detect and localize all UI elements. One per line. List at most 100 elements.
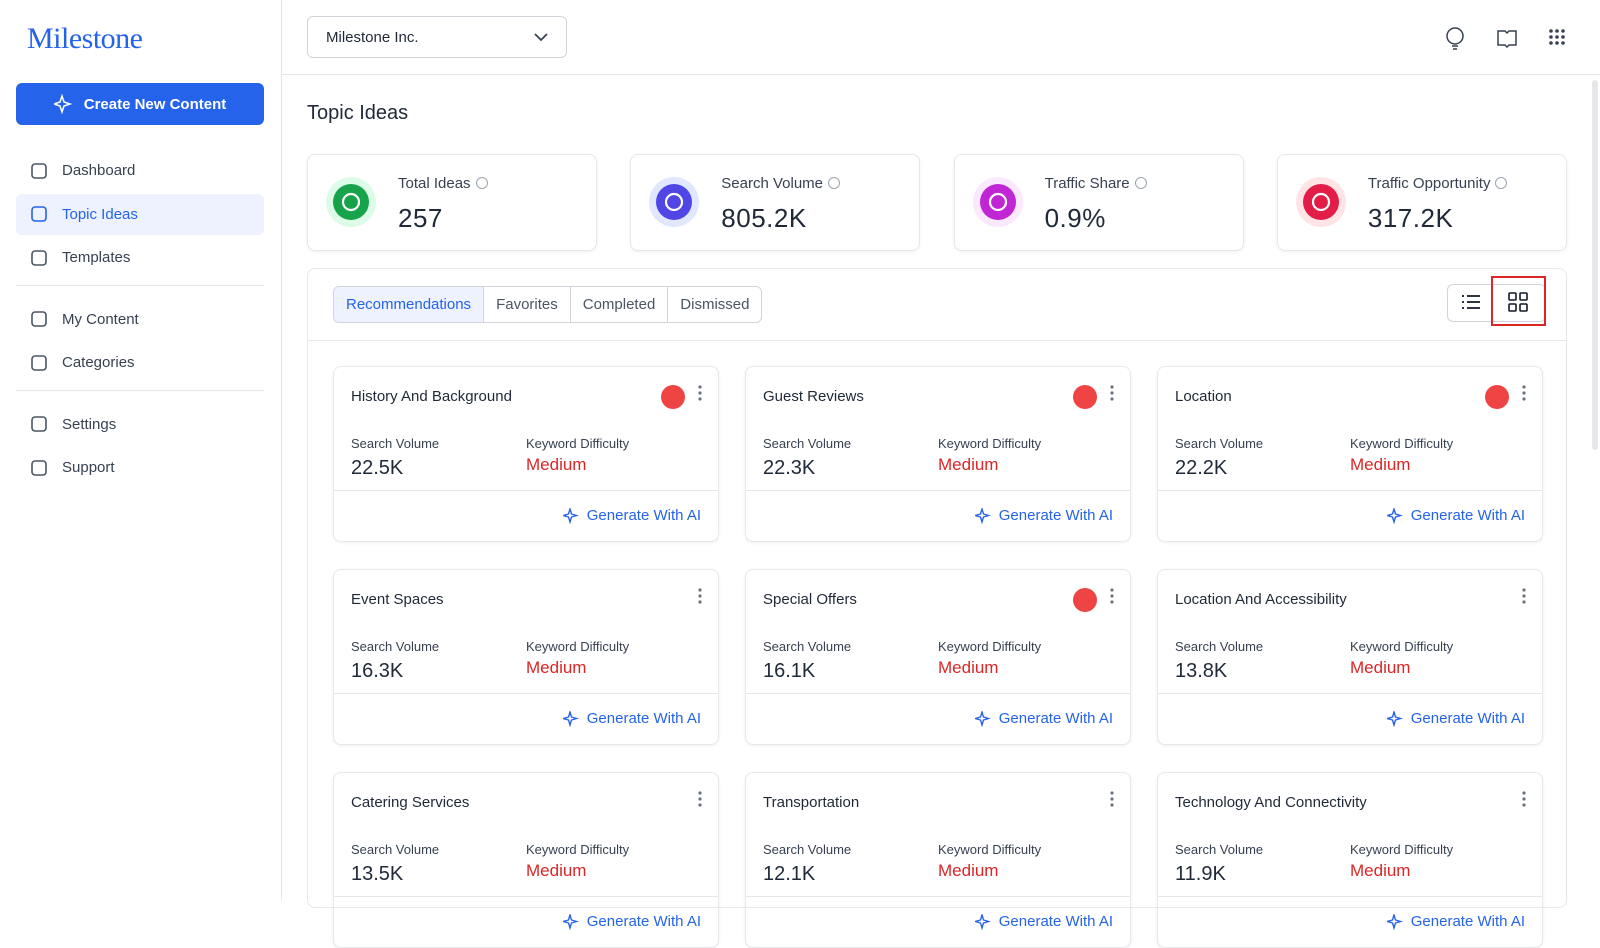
nav-icon xyxy=(31,206,47,222)
card-menu[interactable] xyxy=(1522,791,1526,807)
nav-icon xyxy=(31,354,47,371)
card-menu[interactable] xyxy=(1110,791,1114,807)
topic-card: Guest Reviews Search Volume 22.3K Keyword D… xyxy=(745,366,1131,542)
search-volume-value: 11.9K xyxy=(1175,863,1226,885)
nav-item[interactable]: Categories xyxy=(16,342,264,383)
generate-button[interactable]: Generate With AI xyxy=(562,507,701,524)
apps-icon[interactable] xyxy=(1548,28,1566,46)
nav-icon xyxy=(31,416,47,432)
nav-label: Support xyxy=(62,459,115,476)
card-title: Special Offers xyxy=(763,591,857,608)
card-divider xyxy=(334,693,718,694)
tab[interactable]: Dismissed xyxy=(680,296,750,313)
difficulty-value: Medium xyxy=(938,658,999,677)
stat-icon xyxy=(326,177,376,227)
difficulty-label: Keyword Difficulty xyxy=(1350,842,1454,857)
stat-label: Traffic Opportunity xyxy=(1367,175,1491,192)
card-divider xyxy=(746,490,1130,491)
card-menu[interactable] xyxy=(698,588,702,604)
generate-button[interactable]: Generate With AI xyxy=(974,710,1113,727)
nav-label: Templates xyxy=(62,249,131,266)
search-volume-value: 13.5K xyxy=(351,863,404,885)
tabs: Recommendations Favorites Completed Dismiss… xyxy=(333,286,763,323)
nav-item[interactable]: Topic Ideas xyxy=(16,193,264,235)
nav-label: Dashboard xyxy=(62,162,136,179)
nav-item[interactable]: Support xyxy=(16,447,264,488)
generate-button[interactable]: Generate With AI xyxy=(1386,507,1525,524)
org-select[interactable]: Milestone Inc. xyxy=(307,16,567,58)
grid-view-button[interactable] xyxy=(1491,276,1546,326)
sidebar: Milestone Create New Content Dashboard To… xyxy=(0,0,282,900)
trending-badge xyxy=(1073,385,1097,409)
difficulty-label: Keyword Difficulty xyxy=(1350,436,1454,451)
difficulty-value: Medium xyxy=(526,455,587,474)
docs-icon[interactable] xyxy=(1496,28,1518,48)
generate-label: Generate With AI xyxy=(1410,507,1525,524)
search-volume-label: Search Volume xyxy=(763,436,852,451)
scrollbar[interactable] xyxy=(1592,80,1598,450)
card-title: Location xyxy=(1175,388,1232,405)
search-volume-value: 22.5K xyxy=(351,457,404,479)
create-button[interactable]: Create New Content xyxy=(16,83,264,125)
generate-label: Generate With AI xyxy=(998,913,1113,930)
card-title: Transportation xyxy=(763,794,860,811)
generate-button[interactable]: Generate With AI xyxy=(1386,913,1525,930)
generate-button[interactable]: Generate With AI xyxy=(974,913,1113,930)
difficulty-label: Keyword Difficulty xyxy=(938,436,1042,451)
logo[interactable]: Milestone xyxy=(27,22,143,55)
list-view-button[interactable] xyxy=(1461,293,1481,311)
topic-card: Catering Services Search Volume 13.5K Keywo… xyxy=(333,772,719,948)
help-icon xyxy=(1134,177,1147,189)
search-volume-value: 12.1K xyxy=(763,863,816,885)
card-divider xyxy=(334,490,718,491)
generate-button[interactable]: Generate With AI xyxy=(562,710,701,727)
stat-label-row: Total Ideas xyxy=(398,175,489,192)
topic-card: Event Spaces Search Volume 16.3K Keyword Di… xyxy=(333,569,719,745)
stat-card: Traffic Share 0.9% xyxy=(953,154,1244,251)
card-menu[interactable] xyxy=(1522,385,1526,401)
nav-item[interactable]: Dashboard xyxy=(16,150,264,191)
grid-view-icon xyxy=(1508,292,1528,312)
generate-button[interactable]: Generate With AI xyxy=(562,913,701,930)
card-divider xyxy=(1158,693,1542,694)
nav-item[interactable]: Templates xyxy=(16,237,264,278)
difficulty-label: Keyword Difficulty xyxy=(938,842,1042,857)
tab[interactable]: Recommendations xyxy=(334,287,485,322)
card-title: Technology And Connectivity xyxy=(1175,794,1367,811)
sparkle-icon xyxy=(974,710,991,727)
stat-glyph xyxy=(656,184,693,220)
generate-button[interactable]: Generate With AI xyxy=(974,507,1113,524)
tab[interactable]: Favorites xyxy=(484,287,571,322)
card-menu[interactable] xyxy=(1110,385,1114,401)
stat-label-row: Traffic Share xyxy=(1045,175,1148,192)
nav-divider xyxy=(16,284,264,286)
card-menu[interactable] xyxy=(1522,588,1526,604)
generate-button[interactable]: Generate With AI xyxy=(1386,710,1525,727)
search-volume-value: 16.1K xyxy=(763,660,816,682)
difficulty-label: Keyword Difficulty xyxy=(1350,639,1454,654)
difficulty-label: Keyword Difficulty xyxy=(526,436,630,451)
card-menu[interactable] xyxy=(698,385,702,401)
header-border xyxy=(282,74,1600,75)
card-menu[interactable] xyxy=(1110,588,1114,604)
sparkle-icon xyxy=(1386,913,1403,930)
ai-icon[interactable] xyxy=(1442,24,1468,52)
difficulty-value: Medium xyxy=(1350,861,1411,880)
card-title: History And Background xyxy=(351,388,512,405)
stat-value: 0.9% xyxy=(1044,203,1106,233)
card-title: Location And Accessibility xyxy=(1175,591,1347,608)
stat-value: 317.2K xyxy=(1367,203,1454,233)
nav-label: Settings xyxy=(62,415,117,433)
stat-glyph xyxy=(1302,184,1339,220)
tab[interactable]: Completed xyxy=(571,287,669,322)
search-volume-value: 22.2K xyxy=(1175,457,1228,479)
generate-label: Generate With AI xyxy=(998,507,1113,524)
nav-item[interactable]: My Content xyxy=(16,299,264,340)
generate-label: Generate With AI xyxy=(586,507,701,524)
topic-card: History And Background Search Volume 22.5K… xyxy=(333,366,719,542)
nav-label: Categories xyxy=(62,354,135,371)
card-menu[interactable] xyxy=(698,791,702,807)
stat-value: 805.2K xyxy=(721,203,807,233)
nav-item[interactable]: Settings xyxy=(16,404,264,445)
